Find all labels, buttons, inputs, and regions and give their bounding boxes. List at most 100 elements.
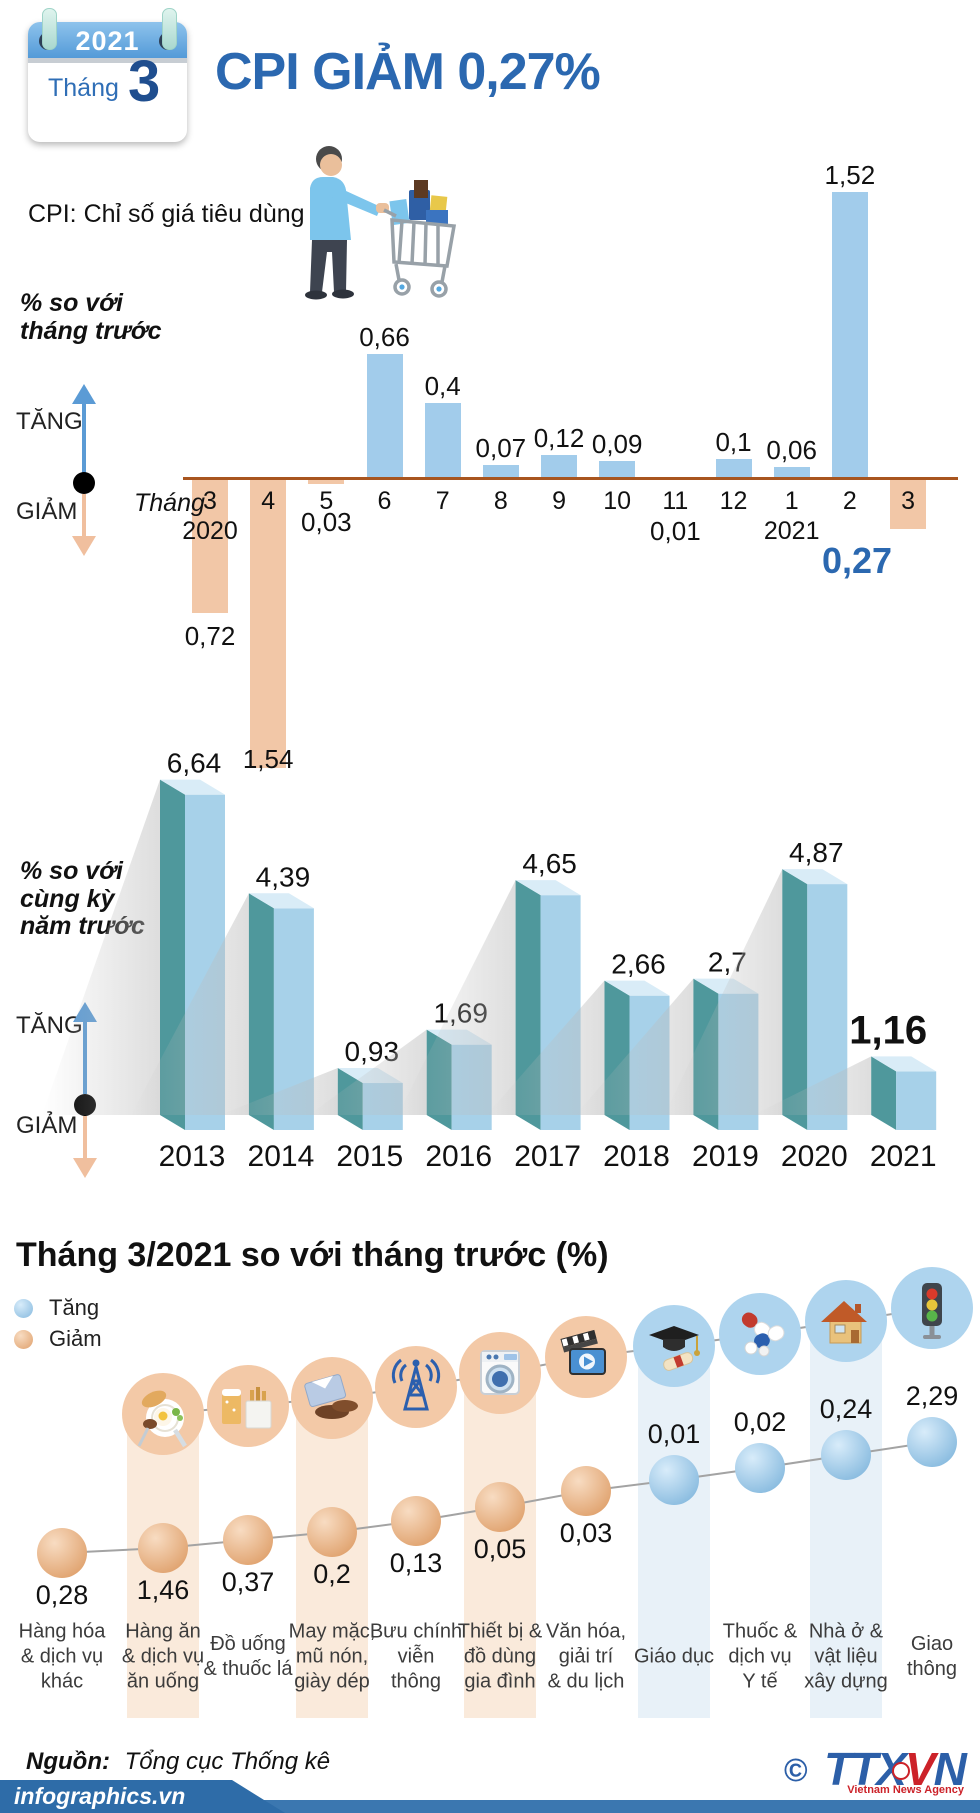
category-ball: [561, 1466, 611, 1516]
chart3-category-dot-chart: 0,28 1,46 0,37 0,2 0,13 0,05 0,03 0,01 0,02 0,24 2…: [36, 1267, 973, 1718]
cart-frame: [383, 208, 457, 283]
bar-value-label: 1,52: [824, 160, 876, 191]
shopper-head: [320, 154, 342, 176]
year-label: 2015: [336, 1140, 404, 1173]
bar3d-side: [782, 869, 808, 1130]
legend-axis-line-down: [83, 1116, 87, 1160]
icon-trend-line: [162, 1307, 933, 1415]
shopper-cart-illustration: [305, 146, 457, 300]
year-label: 2014: [247, 1140, 315, 1173]
medicine-icon: [719, 1293, 801, 1375]
chart2-legend-down-label: GIẢM: [16, 1112, 78, 1139]
category-value-label: 0,01: [648, 1419, 701, 1449]
highlight-column: [464, 1375, 536, 1718]
legend-up-label: Tăng: [49, 1295, 100, 1320]
axis-baseline: [183, 477, 958, 480]
month-bar: [482, 464, 519, 478]
chart1-legend-down-label: GIẢM: [16, 498, 78, 525]
down-arrow-icon: [72, 536, 96, 556]
category-ball: [223, 1515, 273, 1565]
category-value-label: 0,37: [222, 1567, 275, 1597]
year-label: 2020: [780, 1140, 848, 1173]
month-label: 7: [435, 487, 450, 515]
logo-part2: V: [904, 1743, 936, 1795]
month-label: 12: [719, 487, 748, 515]
calendar-icon: 2021 Tháng 3: [28, 8, 188, 144]
category-value-label: 2,29: [906, 1381, 959, 1411]
shopper-shoe: [305, 290, 327, 300]
category-value-label: 0,03: [560, 1518, 613, 1548]
chart3-title: Tháng 3/2021 so với tháng trước (%): [16, 1236, 609, 1274]
month-label: 3: [203, 487, 217, 515]
calendar-ring-right: [162, 8, 177, 50]
calendar-month-word: Tháng: [48, 74, 119, 102]
chart1-title: % so với tháng trước: [20, 289, 162, 345]
agency-logo-letters: TTXVN: [824, 1743, 967, 1795]
month-label: 4: [261, 487, 276, 515]
year-marker: 2020: [182, 517, 238, 545]
bar-value-label: 0,03: [301, 507, 352, 537]
legend-ball-down: [14, 1329, 33, 1349]
cart-wheel-hub: [399, 284, 405, 290]
highlight-column: [638, 1348, 710, 1718]
bar-value-label: 0,06: [766, 434, 817, 465]
bar-value-label: 0,12: [533, 423, 585, 454]
bar-value-label: 0,72: [184, 621, 236, 652]
education-icon: [633, 1305, 715, 1387]
agency-logo: © TTXVN Vietnam News Agency: [780, 1742, 970, 1796]
month-bar: [250, 478, 287, 768]
month-label: 11: [662, 487, 689, 515]
bar-value-label: 4,87: [789, 837, 844, 868]
month-label: 9: [552, 487, 566, 515]
month-bar: [831, 192, 868, 478]
category-label: Giáo dục: [633, 1645, 715, 1668]
drinks-tobacco-icon: [207, 1365, 289, 1447]
month-label: 10: [603, 487, 632, 515]
shopper-shirt: [310, 177, 351, 240]
appliances-icon: [459, 1332, 541, 1414]
bar3d-top: [160, 779, 225, 795]
agency-caption: Vietnam News Agency: [847, 1784, 964, 1796]
bar-value-label: 0,07: [475, 432, 527, 463]
bar-value-label: 0,01: [650, 516, 701, 546]
chart3-legend-up: Tăng: [14, 1295, 99, 1321]
month-bar: [308, 478, 345, 484]
source-label: Nguồn:: [26, 1748, 110, 1775]
shopper-arm: [329, 185, 381, 216]
category-ball: [649, 1455, 699, 1505]
copyright-icon: ©: [784, 1752, 808, 1788]
bar-value-label: 0,1: [715, 427, 752, 458]
year-label: 2013: [158, 1140, 226, 1173]
category-value-label: 0,02: [734, 1407, 787, 1437]
month-label: 3: [901, 487, 915, 515]
category-ball: [475, 1482, 525, 1532]
bar-value-label: 4,65: [522, 848, 577, 879]
bar3d-side: [248, 893, 274, 1130]
category-ball: [735, 1443, 785, 1493]
bar3d-top: [782, 869, 848, 885]
legend-axis-line-up: [82, 402, 86, 474]
bar-value-label: 1,54: [242, 743, 294, 774]
calendar-strip: [28, 58, 187, 63]
year-marker: 2021: [763, 517, 820, 545]
month-label: 1: [784, 487, 799, 515]
housing-icon: [805, 1280, 887, 1362]
category-value-label: 0,13: [390, 1548, 443, 1578]
calendar-ring-left: [42, 8, 57, 50]
category-value-label: 1,46: [137, 1575, 190, 1605]
category-label: Hàng ăn & dịch vụ ăn uống: [121, 1620, 205, 1693]
category-label: Hàng hóa & dịch vụ khác: [18, 1620, 106, 1693]
year-label: 2016: [425, 1140, 493, 1173]
highlight-column: [810, 1323, 882, 1718]
chart1-legend-up-label: TĂNG: [16, 408, 83, 435]
category-ball: [138, 1523, 188, 1573]
bar-value-label: 4,39: [256, 861, 311, 892]
bar-value-label: 0,66: [359, 321, 410, 352]
bar-value-label: 2,66: [611, 949, 666, 980]
logo-dove-icon: [892, 1762, 910, 1780]
logo-part3: N: [933, 1743, 967, 1795]
category-label: Giao thông: [906, 1633, 958, 1680]
bar-value-label: 0,4: [424, 370, 461, 401]
category-value-label: 0,2: [313, 1559, 351, 1589]
